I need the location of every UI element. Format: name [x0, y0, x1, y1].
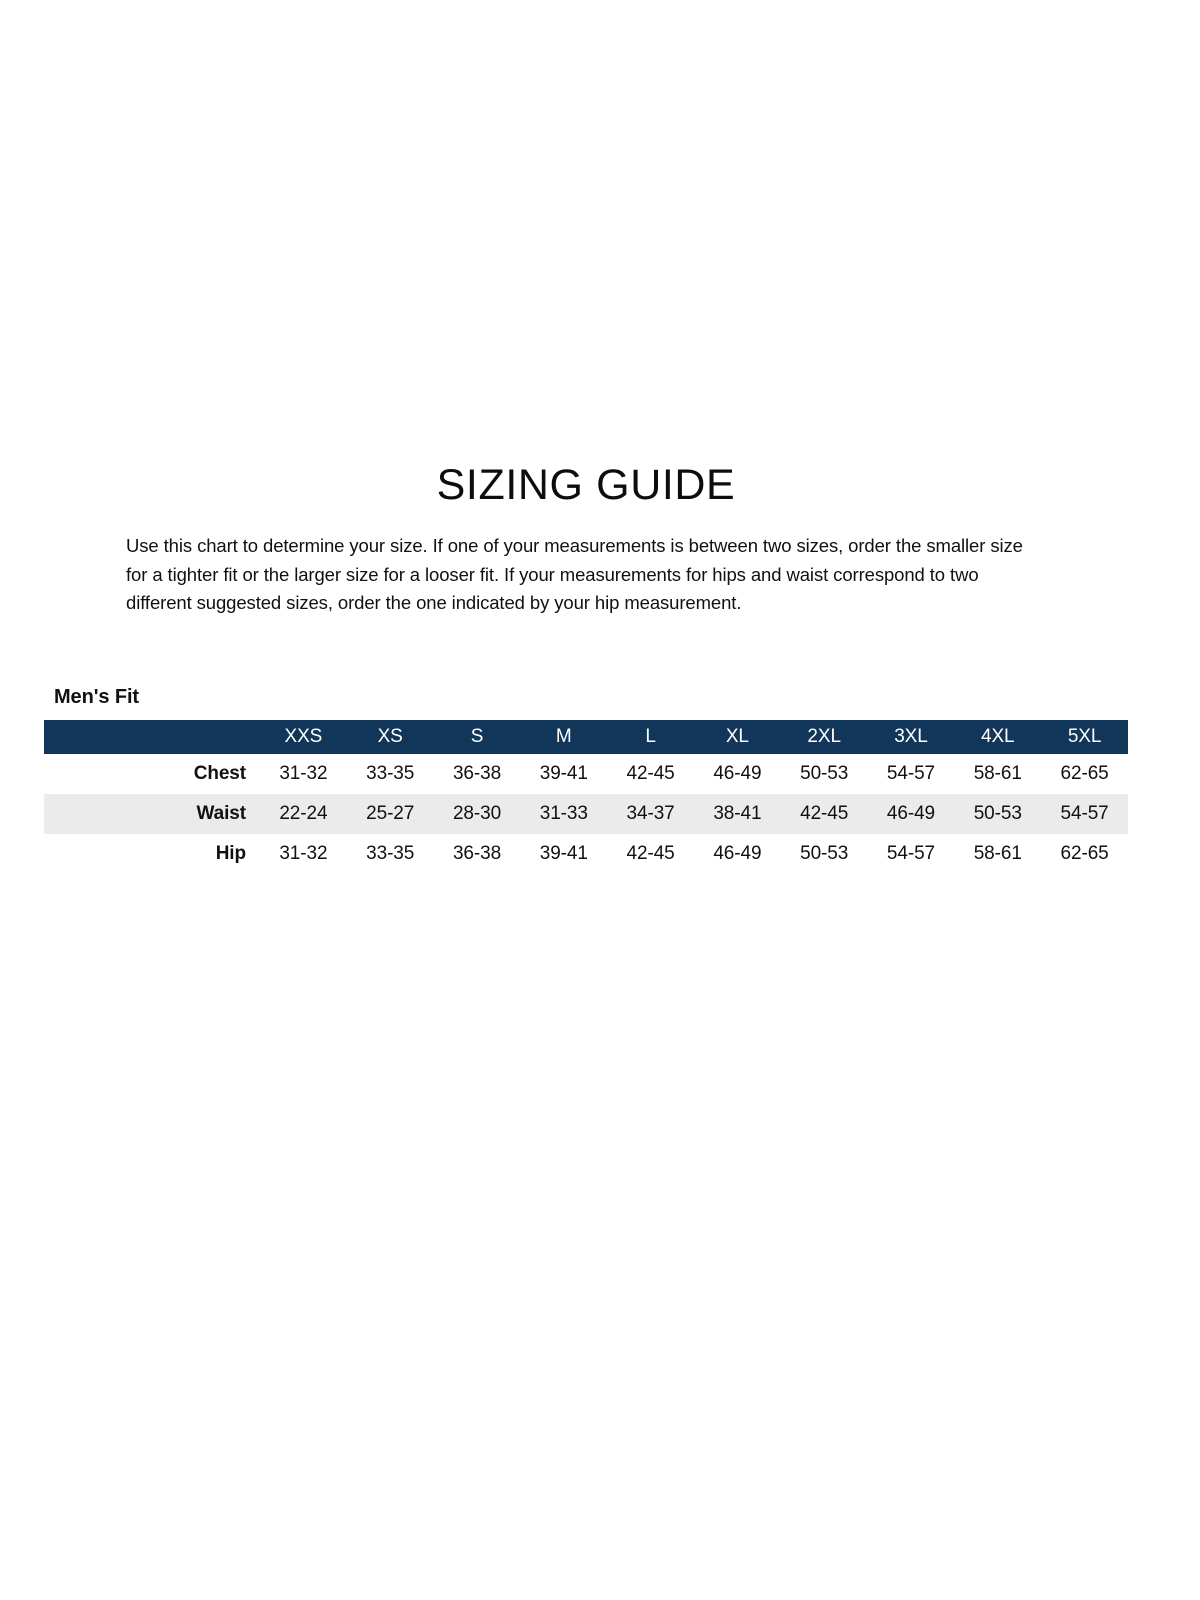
document-content: SIZING GUIDE Use this chart to determine… [44, 462, 1128, 874]
cell-waist-xl: 38-41 [693, 793, 781, 834]
intro-paragraph: Use this chart to determine your size. I… [126, 532, 1046, 616]
cell-chest-xs: 33-35 [366, 762, 415, 784]
row-label-chest: Chest [193, 762, 246, 784]
cell-hip-3xl: 54-57 [886, 842, 936, 864]
cell-waist-4xl: 50-53 [954, 793, 1042, 834]
cell-chest-xl: 46-49 [713, 762, 762, 784]
cell-waist-l: 34-37 [607, 793, 694, 834]
table-header-corner [44, 719, 260, 754]
cell-hip-l: 42-45 [626, 842, 675, 864]
cell-chest-l: 42-45 [626, 762, 675, 784]
cell-waist-xs: 25-27 [346, 793, 434, 834]
cell-hip-xl: 46-49 [713, 842, 762, 864]
cell-hip-m: 39-41 [539, 842, 588, 864]
table-header-cell-5xl: 5XL [1041, 719, 1128, 754]
table-body: Chest 31-32 33-35 36-38 39-41 42-45 46-4… [44, 754, 1128, 874]
cell-waist-s: 28-30 [433, 793, 521, 834]
table-header-cell-xl: XL [693, 719, 781, 754]
cell-chest-3xl: 54-57 [886, 762, 936, 784]
cell-chest-4xl: 58-61 [973, 762, 1022, 784]
cell-chest-m: 39-41 [539, 762, 588, 784]
page-title: SIZING GUIDE [436, 461, 736, 509]
cell-waist-3xl: 46-49 [867, 793, 955, 834]
section-label-mens-fit: Men's Fit [54, 685, 139, 708]
cell-chest-xxs: 31-32 [279, 762, 328, 784]
table-header-cell-xxs: XXS [260, 719, 347, 754]
cell-chest-2xl: 50-53 [800, 762, 849, 784]
table-header-cell-l: L [607, 719, 694, 754]
table-header-cell-m: M [520, 719, 608, 754]
cell-hip-xxs: 31-32 [279, 842, 328, 864]
cell-chest-5xl: 62-65 [1060, 762, 1109, 784]
cell-waist-2xl: 42-45 [780, 793, 868, 834]
intro-text: Use this chart to determine your size. I… [126, 535, 1023, 613]
cell-hip-xs: 33-35 [366, 842, 415, 864]
cell-hip-5xl: 62-65 [1060, 842, 1109, 864]
cell-waist-5xl: 54-57 [1041, 793, 1128, 834]
table-header-cell-xs: XS [346, 719, 434, 754]
cell-hip-4xl: 58-61 [973, 842, 1022, 864]
cell-chest-s: 36-38 [452, 762, 502, 784]
sizing-table: XXS XS S M L XL 2XL 3XL 4XL 5XL Chest 31… [44, 719, 1128, 874]
table-header-cell-4xl: 4XL [954, 719, 1042, 754]
table-header-cell-s: S [433, 719, 521, 754]
table-header-cell-2xl: 2XL [780, 719, 868, 754]
row-label-hip: Hip [215, 842, 246, 864]
table-header-row: XXS XS S M L XL 2XL 3XL 4XL 5XL [44, 719, 1128, 754]
cell-waist-xxs: 22-24 [260, 793, 347, 834]
cell-hip-2xl: 50-53 [800, 842, 849, 864]
row-label-waist: Waist [44, 793, 260, 834]
table-header-cell-3xl: 3XL [867, 719, 955, 754]
table-row: Chest 31-32 33-35 36-38 39-41 42-45 46-4… [44, 754, 1128, 794]
cell-waist-m: 31-33 [520, 793, 608, 834]
table-row: Hip 31-32 33-35 36-38 39-41 42-45 46-49 … [44, 834, 1128, 874]
table-header: XXS XS S M L XL 2XL 3XL 4XL 5XL [44, 719, 1128, 754]
table-row: Waist 22-24 25-27 28-30 31-33 34-37 38-4… [44, 793, 1128, 834]
cell-hip-s: 36-38 [452, 842, 502, 864]
